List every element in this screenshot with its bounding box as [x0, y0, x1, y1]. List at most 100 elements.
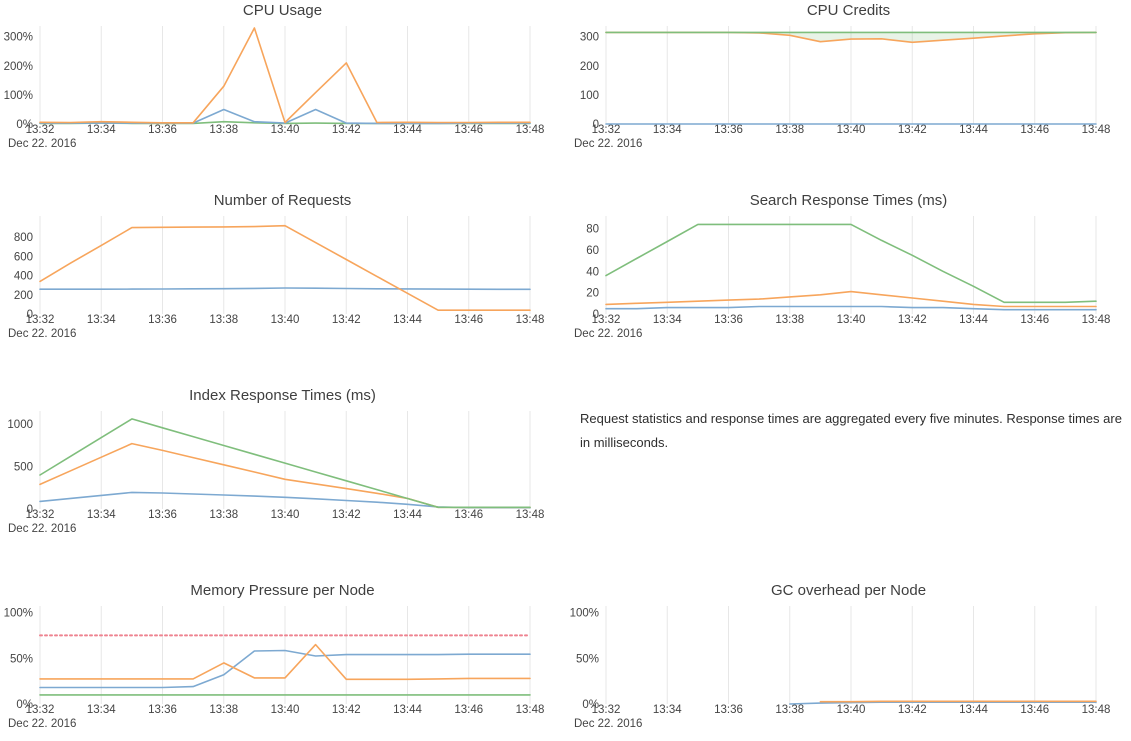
index-response-times-chart: Index Response Times (ms) 0 500 1000 13:32 1… — [0, 385, 565, 546]
svg-text:13:44: 13:44 — [393, 124, 422, 136]
search-response-times-chart: Search Response Times (ms) 0 20 40 60 80 13:3… — [566, 190, 1131, 351]
chart-title: CPU Credits — [806, 2, 891, 19]
svg-text:Dec 22. 2016: Dec 22. 2016 — [8, 718, 76, 730]
chart-title: Search Response Times (ms) — [749, 192, 948, 209]
search-response-times-plot[interactable]: 0 20 40 60 80 13:32 13:34 13:36 13:38 13:40 13:42 1… — [566, 190, 1131, 351]
svg-text:13:40: 13:40 — [271, 124, 300, 136]
svg-text:13:36: 13:36 — [714, 124, 743, 136]
svg-text:13:38: 13:38 — [775, 124, 804, 136]
svg-text:0: 0 — [27, 309, 33, 321]
svg-text:Dec 22. 2016: Dec 22. 2016 — [574, 138, 642, 150]
number-of-requests-plot[interactable]: 0 200 400 600 800 13:32 13:34 13:36 13:38 13:40 13… — [0, 190, 565, 351]
svg-text:13:44: 13:44 — [959, 124, 988, 136]
svg-text:13:40: 13:40 — [837, 704, 866, 716]
svg-text:13:42: 13:42 — [898, 704, 927, 716]
svg-text:13:32: 13:32 — [26, 704, 55, 716]
svg-text:50%: 50% — [576, 653, 599, 665]
number-of-requests-chart: Number of Requests 0 200 400 600 800 13:32 13:… — [0, 190, 565, 351]
chart-title: CPU Usage — [242, 2, 323, 19]
svg-text:13:44: 13:44 — [393, 704, 422, 716]
svg-text:0: 0 — [27, 504, 33, 516]
chart-title: Number of Requests — [213, 192, 352, 209]
svg-text:13:38: 13:38 — [209, 314, 238, 326]
gc-overhead-chart: GC overhead per Node 0% 50% 100% 13:32 13:34… — [566, 580, 1131, 741]
svg-text:13:46: 13:46 — [454, 124, 483, 136]
svg-text:13:40: 13:40 — [271, 704, 300, 716]
svg-text:Dec 22. 2016: Dec 22. 2016 — [8, 138, 76, 150]
cpu-credits-chart: CPU Credits 0 100 200 300 13:32 13:34 13:36 13:… — [566, 0, 1131, 161]
svg-text:13:46: 13:46 — [1020, 704, 1049, 716]
svg-text:13:34: 13:34 — [87, 124, 116, 136]
cpu-usage-plot[interactable]: 0% 100% 200% 300% 13:32 13:34 13:36 13:38 13:40 1… — [0, 0, 565, 161]
svg-text:13:46: 13:46 — [1020, 314, 1049, 326]
svg-text:13:46: 13:46 — [454, 704, 483, 716]
gc-overhead-plot[interactable]: 0% 50% 100% 13:32 13:34 13:36 13:38 13:40 13:42 1… — [566, 580, 1131, 741]
svg-text:13:44: 13:44 — [393, 314, 422, 326]
svg-text:0%: 0% — [16, 119, 33, 131]
cpu-credits-plot[interactable]: 0 100 200 300 13:32 13:34 13:36 13:38 13:40 13:42… — [566, 0, 1131, 161]
svg-text:1000: 1000 — [7, 419, 33, 431]
svg-text:20: 20 — [586, 288, 599, 300]
svg-text:60: 60 — [586, 245, 599, 257]
svg-text:Dec 22. 2016: Dec 22. 2016 — [8, 523, 76, 535]
memory-pressure-plot[interactable]: 0% 50% 100% 13:32 13:34 13:36 13:38 13:40 13:42 1… — [0, 580, 565, 741]
svg-text:13:40: 13:40 — [837, 124, 866, 136]
svg-text:13:32: 13:32 — [26, 314, 55, 326]
svg-text:800: 800 — [14, 232, 33, 244]
svg-text:13:36: 13:36 — [148, 314, 177, 326]
svg-text:100%: 100% — [570, 608, 599, 620]
svg-text:13:38: 13:38 — [209, 704, 238, 716]
svg-text:13:32: 13:32 — [592, 704, 621, 716]
svg-text:13:36: 13:36 — [148, 509, 177, 521]
svg-text:13:34: 13:34 — [87, 509, 116, 521]
memory-pressure-chart: Memory Pressure per Node 0% 50% 100% 13:32 1… — [0, 580, 565, 741]
svg-text:400: 400 — [14, 271, 33, 283]
svg-text:100: 100 — [580, 90, 599, 102]
svg-text:80: 80 — [586, 224, 599, 236]
svg-text:13:40: 13:40 — [837, 314, 866, 326]
svg-text:Dec 22. 2016: Dec 22. 2016 — [574, 328, 642, 340]
svg-text:300%: 300% — [4, 32, 33, 44]
svg-text:13:44: 13:44 — [959, 704, 988, 716]
svg-text:200%: 200% — [4, 61, 33, 73]
svg-text:600: 600 — [14, 251, 33, 263]
svg-text:13:48: 13:48 — [1082, 704, 1111, 716]
svg-text:13:40: 13:40 — [271, 509, 300, 521]
svg-text:13:34: 13:34 — [653, 314, 682, 326]
svg-text:13:48: 13:48 — [516, 314, 545, 326]
svg-text:13:34: 13:34 — [87, 704, 116, 716]
svg-text:13:38: 13:38 — [775, 314, 804, 326]
svg-text:50%: 50% — [10, 653, 33, 665]
svg-text:13:48: 13:48 — [1082, 314, 1111, 326]
svg-text:100%: 100% — [4, 90, 33, 102]
svg-text:100%: 100% — [4, 608, 33, 620]
aggregation-note: Request statistics and response times ar… — [580, 411, 1122, 450]
svg-text:13:48: 13:48 — [516, 509, 545, 521]
svg-text:200: 200 — [580, 61, 599, 73]
svg-text:13:32: 13:32 — [592, 124, 621, 136]
svg-text:13:34: 13:34 — [653, 124, 682, 136]
index-response-times-plot[interactable]: 0 500 1000 13:32 13:34 13:36 13:38 13:40 13:42 13… — [0, 385, 565, 546]
svg-text:13:42: 13:42 — [332, 704, 361, 716]
svg-text:500: 500 — [14, 462, 33, 474]
svg-text:13:36: 13:36 — [148, 704, 177, 716]
svg-text:300: 300 — [580, 32, 599, 44]
svg-text:13:44: 13:44 — [393, 509, 422, 521]
svg-text:0: 0 — [593, 309, 599, 321]
chart-title: Index Response Times (ms) — [189, 387, 376, 404]
svg-text:13:46: 13:46 — [1020, 124, 1049, 136]
svg-text:13:48: 13:48 — [516, 704, 545, 716]
svg-text:13:42: 13:42 — [332, 124, 361, 136]
svg-text:13:32: 13:32 — [26, 509, 55, 521]
svg-text:13:42: 13:42 — [332, 314, 361, 326]
svg-text:13:42: 13:42 — [898, 124, 927, 136]
svg-text:13:38: 13:38 — [775, 704, 804, 716]
svg-text:13:34: 13:34 — [653, 704, 682, 716]
cpu-usage-chart: CPU Usage 0% 100% 200% 300% 13:32 13:34 13:36 1… — [0, 0, 565, 161]
svg-text:13:38: 13:38 — [209, 124, 238, 136]
svg-text:13:32: 13:32 — [592, 314, 621, 326]
svg-text:0%: 0% — [582, 699, 599, 711]
svg-text:13:48: 13:48 — [1082, 124, 1111, 136]
svg-text:13:44: 13:44 — [959, 314, 988, 326]
svg-text:13:46: 13:46 — [454, 509, 483, 521]
